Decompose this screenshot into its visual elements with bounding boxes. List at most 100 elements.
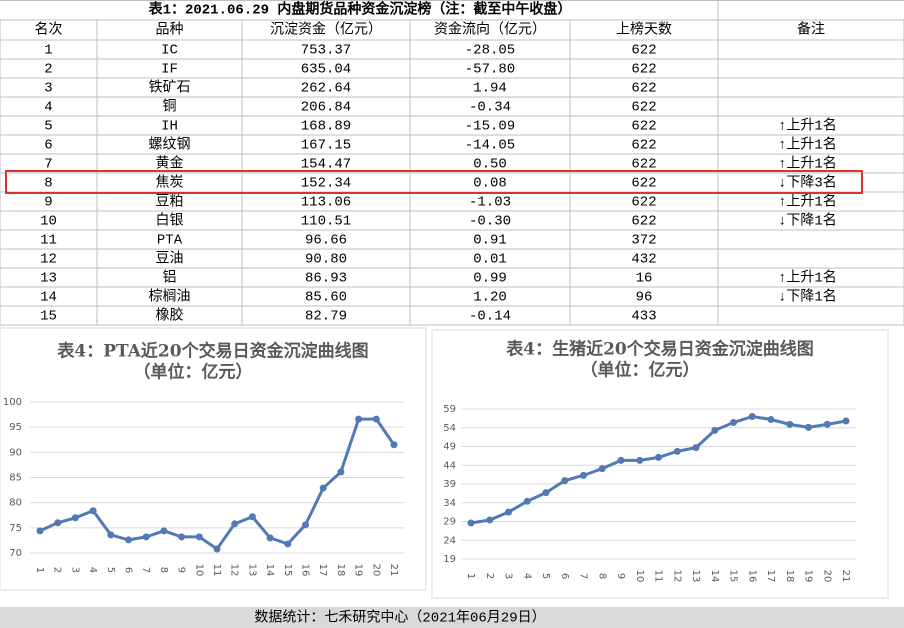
point [617,456,625,464]
table-cell: 14 [40,290,57,306]
table-cell: 96 [636,290,653,306]
x-tick-label: 12 [671,570,682,583]
x-tick-label: 11 [653,570,664,583]
table-cell: ↑上升1名 [778,137,837,154]
table-cell: 11 [40,233,57,249]
table-cell: 铝 [163,270,177,287]
x-tick-label: 17 [765,570,776,583]
point [467,519,475,527]
table-cell: 豆粕 [156,194,184,211]
x-tick-label: 1 [465,573,476,579]
y-tick-label: 44 [443,460,456,471]
table-cell: 铁矿石 [149,80,191,97]
x-tick-label: 5 [105,567,116,573]
table-cell: 0.91 [473,233,507,249]
point [748,413,756,420]
table-cell: 622 [631,81,656,97]
header-cell: 上榜天数 [616,21,672,39]
x-tick-label: 13 [690,570,701,583]
point [561,477,569,485]
x-tick-label: 15 [282,564,293,577]
point [213,545,221,553]
table-cell: 85.60 [305,290,347,306]
x-tick-label: 11 [211,564,222,577]
y-tick-label: 29 [443,517,456,528]
point [767,416,775,423]
table-cell: 2 [44,62,52,78]
table-cell: 622 [631,214,656,230]
x-tick-label: 17 [317,564,328,577]
table-cell: 7 [44,157,52,173]
table-cell: 16 [636,271,653,287]
point [842,417,850,425]
point [486,516,494,524]
table-cell: 13 [40,271,57,287]
table-cell: 棕榈油 [149,289,191,306]
table-cell: PTA [157,233,183,249]
point [823,420,831,428]
x-tick-label: 5 [540,573,551,579]
table-cell: 15 [40,309,57,325]
point [692,444,700,452]
x-tick-label: 10 [193,564,204,577]
chart-subtitle: （单位：亿元） [581,360,700,381]
chart-area [431,329,889,599]
highlight-box [5,170,863,194]
y-tick-label: 75 [9,523,22,534]
point [655,453,662,461]
x-tick-label: 8 [596,573,607,579]
table-cell: 4 [44,100,52,116]
point [390,441,398,449]
point [178,533,186,541]
table-cell: 1 [44,43,52,59]
table-cell: 96.66 [305,233,347,249]
table-cell: 0.50 [473,157,507,173]
x-tick-label: 6 [559,573,570,579]
table-cell: 铜 [163,99,177,116]
table-cell: IC [161,43,178,59]
point [580,471,587,479]
table-cell: 10 [40,214,57,230]
table-cell: 黄金 [156,155,184,173]
x-tick-label: 10 [634,570,645,583]
y-tick-label: 85 [9,473,22,484]
table-cell: 622 [631,43,656,59]
table-cell: 154.47 [301,157,351,173]
table-cell: 622 [631,62,656,78]
point [673,447,681,455]
table-cell: ↓下降1名 [778,213,837,230]
table-cell: -0.34 [469,100,511,116]
table-cell: 167.15 [301,138,351,154]
point [89,507,97,515]
point [355,415,363,423]
footer-bar [0,607,904,628]
table-cell: 1.94 [473,81,507,97]
table-cell: 168.89 [301,119,351,135]
y-tick-label: 34 [443,498,456,509]
x-tick-label: 2 [52,567,63,573]
table-cell: 6 [44,138,52,154]
point [266,534,274,542]
table-cell: 86.93 [305,271,347,287]
x-tick-label: 19 [353,564,364,577]
table-cell: 焦炭 [156,175,184,192]
table-cell: 622 [631,157,656,173]
table-cell: IF [161,62,178,78]
point [36,527,44,535]
table-cell: 12 [40,252,57,268]
x-tick-label: 21 [388,564,399,577]
table-cell: -0.14 [469,309,511,325]
table-cell: 622 [631,119,656,135]
x-tick-label: 7 [140,567,151,573]
point [54,519,62,527]
point [372,415,380,423]
table-cell: 622 [631,176,656,192]
table-cell: ↑上升1名 [778,194,837,211]
y-tick-label: 95 [9,422,22,433]
point [505,508,512,516]
point [730,419,737,426]
x-tick-label: 1 [34,567,45,573]
header-cell: 备注 [797,21,825,39]
point [142,533,150,541]
table-cell: ↑上升1名 [778,118,837,135]
